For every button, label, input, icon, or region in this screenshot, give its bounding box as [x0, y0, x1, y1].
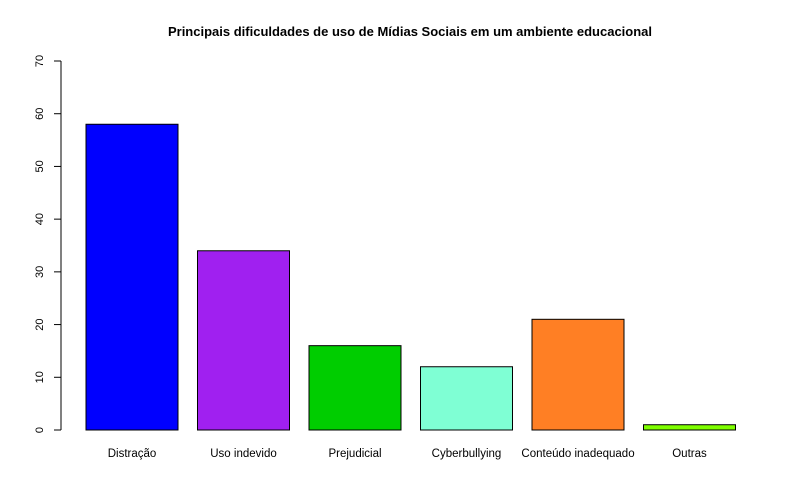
y-tick-label: 30 [34, 266, 46, 278]
y-tick-label: 10 [34, 371, 46, 383]
bar-5 [531, 318, 625, 431]
y-tick-label: 50 [34, 160, 46, 172]
chart-title: Principais dificuldades de uso de Mídias… [168, 24, 652, 39]
x-category-label: Cyberbullying [432, 448, 502, 460]
y-tick-label: 70 [34, 55, 46, 67]
bar-6 [643, 424, 736, 431]
y-tick-label: 0 [34, 427, 46, 433]
x-category-label: Uso indevido [210, 448, 276, 460]
x-category-label: Distração [108, 448, 157, 460]
x-axis-labels: Distração Uso indevido Prejudicial Cyberbul… [108, 448, 707, 460]
bars [85, 123, 736, 431]
y-axis: 0 10 20 30 40 50 60 70 [34, 55, 62, 433]
bar-1 [85, 123, 179, 431]
bar-4 [420, 366, 513, 431]
bar-3 [308, 345, 402, 431]
y-tick-label: 20 [34, 318, 46, 330]
x-category-label: Outras [672, 448, 707, 460]
bar-2 [197, 250, 290, 431]
x-category-label: Conteúdo inadequado [521, 448, 634, 460]
y-tick-label: 60 [34, 108, 46, 120]
y-tick-label: 40 [34, 213, 46, 225]
x-category-label: Prejudicial [328, 448, 381, 460]
